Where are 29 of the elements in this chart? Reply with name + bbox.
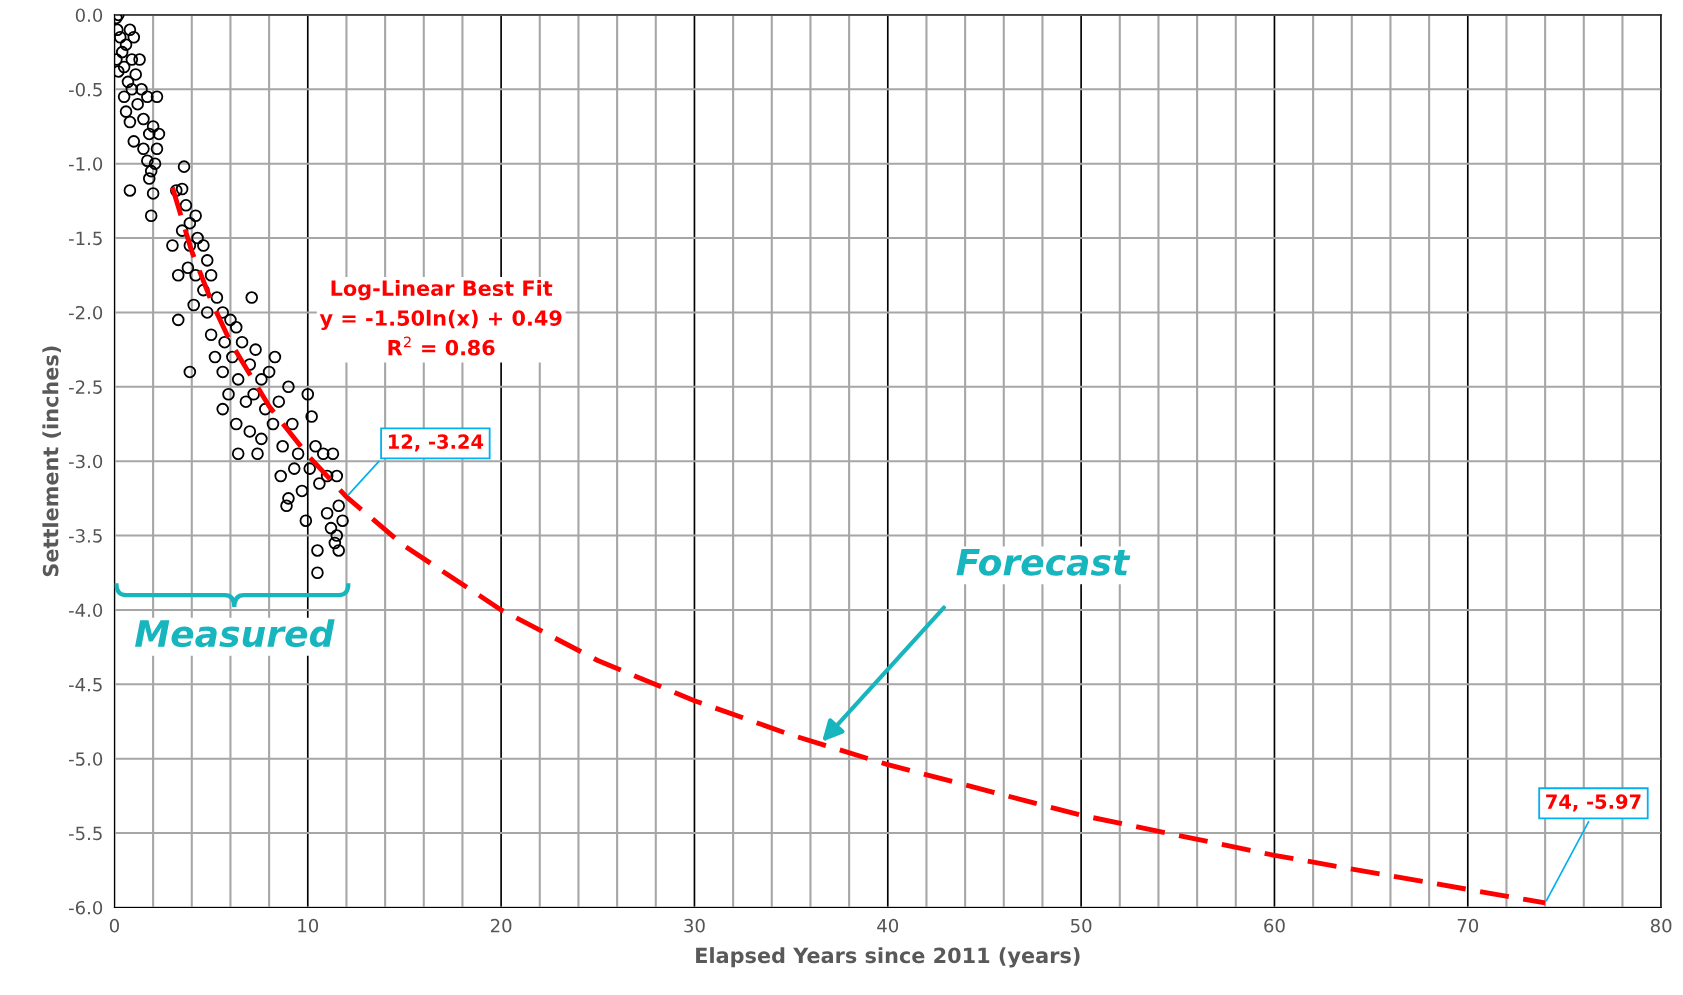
y-tick-label: -1.0 — [68, 157, 103, 171]
y-tick-label: -1.5 — [68, 231, 102, 246]
annotation: Log-Linear Best Fit y = -1.50ln(x) + 0.49 R$^{2}$ = 0.86 — [319, 279, 562, 356]
y-tick-label: -5.5 — [68, 826, 102, 841]
x-tick-label: 40 — [877, 918, 899, 933]
x-tick-label: 60 — [1264, 918, 1285, 933]
x-tick-label: 80 — [1650, 918, 1672, 933]
y-tick-label: -4.5 — [68, 678, 102, 692]
x-axis-title: Elapsed Years since 2011 (years) — [696, 947, 1080, 968]
y-tick-label: -0.5 — [68, 82, 102, 97]
annotation: 74, -5.97 — [1546, 794, 1641, 812]
annotation: Measured — [134, 619, 335, 648]
x-tick-label: 10 — [298, 918, 319, 933]
x-tick-label: 0 — [109, 918, 119, 933]
y-tick-label: -5.0 — [68, 752, 103, 766]
annotation: Forecast — [956, 548, 1131, 576]
y-tick-label: -2.0 — [68, 305, 103, 320]
y-tick-label: -6.0 — [68, 900, 103, 915]
x-tick-label: 70 — [1457, 918, 1479, 933]
y-tick-label: 0.0 — [75, 8, 103, 23]
annotation: 12, -3.24 — [388, 434, 484, 452]
x-tick-label: 50 — [1071, 918, 1092, 933]
y-tick-label: -4.0 — [68, 603, 103, 618]
y-tick-label: -2.5 — [68, 380, 102, 394]
x-tick-label: 20 — [490, 918, 512, 933]
x-tick-label: 30 — [684, 918, 705, 933]
y-tick-label: -3.5 — [68, 529, 102, 543]
y-axis-title: Settlement (inches) — [42, 346, 61, 577]
y-tick-label: -3.0 — [68, 454, 103, 469]
